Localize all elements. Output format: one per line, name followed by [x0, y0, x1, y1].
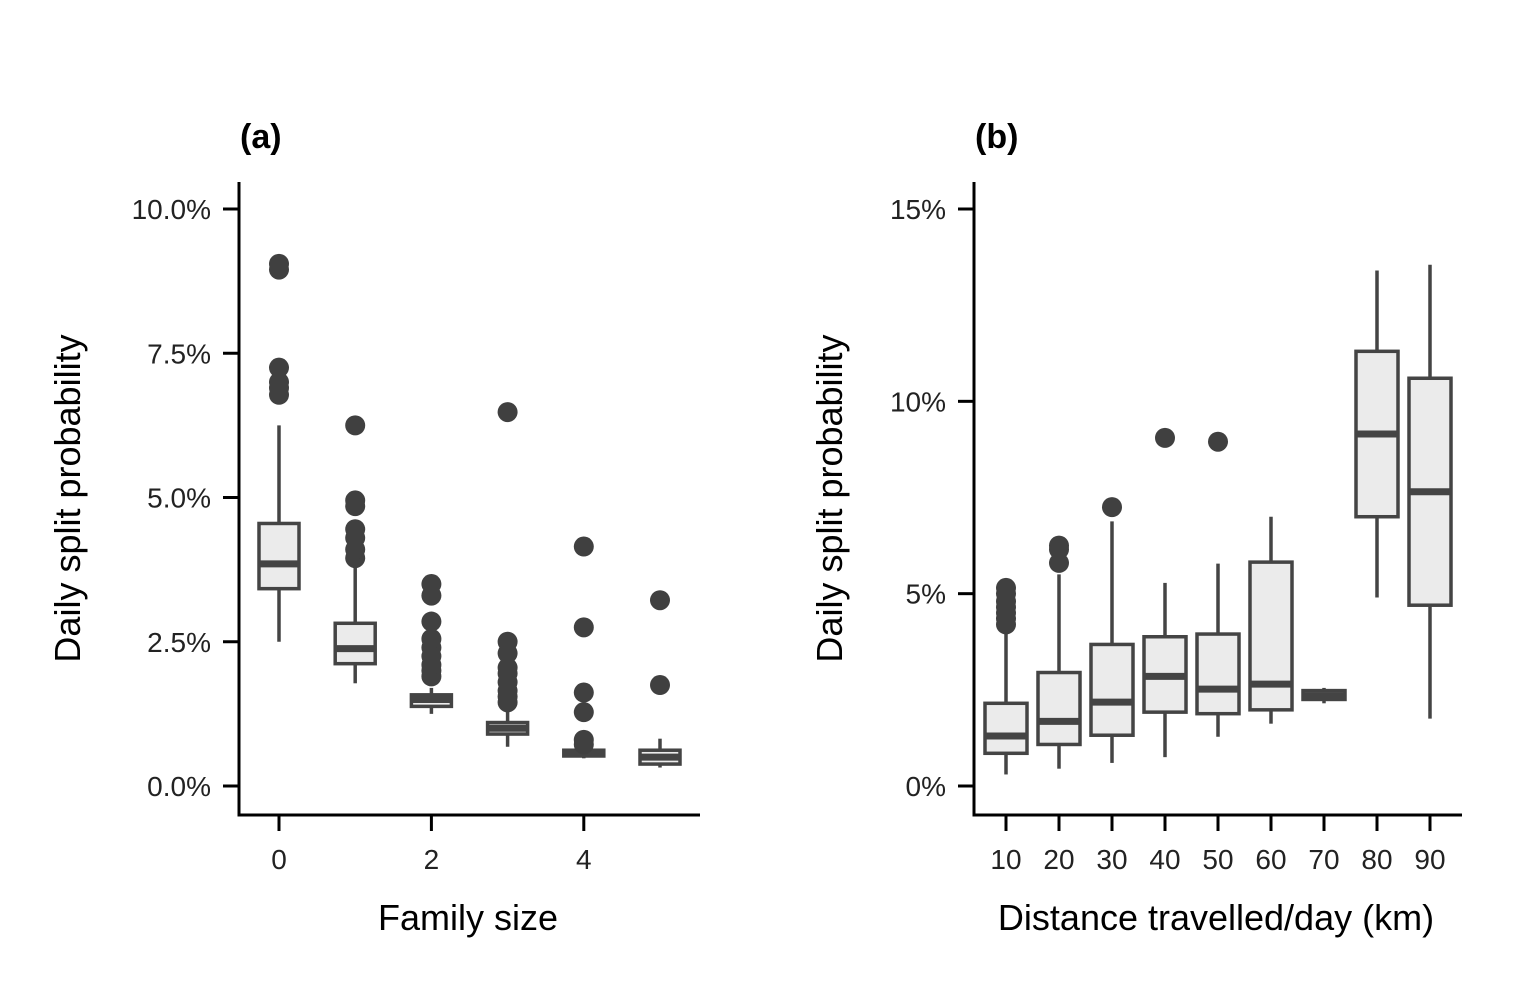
box: [1089, 642, 1135, 737]
x-tick-label: 4: [576, 844, 592, 875]
box-group: [409, 574, 454, 714]
outlier-point: [573, 536, 594, 557]
outlier-point: [421, 611, 442, 632]
outlier-point: [1049, 535, 1069, 556]
box: [333, 621, 377, 666]
box-group: [638, 590, 682, 768]
y-tick-label: 15%: [890, 194, 946, 225]
box-group: [1407, 264, 1453, 719]
box-group: [1036, 535, 1082, 769]
outlier-point: [497, 631, 518, 652]
x-tick-label: 60: [1255, 844, 1286, 875]
x-tick-label: 40: [1149, 844, 1180, 875]
outlier-point: [497, 657, 518, 678]
y-tick-label: 0%: [906, 771, 946, 802]
x-tick-label: 30: [1096, 844, 1127, 875]
box: [1195, 632, 1241, 716]
outlier-point: [345, 490, 366, 511]
x-axis-title: Family size: [378, 897, 558, 938]
outlier-point: [573, 617, 594, 638]
y-tick-label: 0.0%: [147, 771, 211, 802]
box: [1248, 560, 1294, 712]
outlier-point: [1155, 427, 1175, 448]
x-tick-label: 50: [1202, 844, 1233, 875]
outlier-point: [650, 675, 670, 696]
panel-label: (a): [240, 118, 282, 156]
y-axis-title: Daily split probability: [47, 334, 88, 662]
x-axis-title: Distance travelled/day (km): [998, 897, 1434, 938]
y-tick-label: 10.0%: [132, 194, 211, 225]
outlier-point: [573, 702, 594, 723]
box-group: [1301, 687, 1347, 704]
box: [257, 521, 301, 591]
outlier-point: [269, 253, 289, 274]
box-group: [1354, 270, 1400, 598]
outlier-point: [497, 402, 518, 423]
box: [1036, 670, 1082, 747]
outlier-point: [1208, 431, 1228, 452]
box: [983, 701, 1029, 756]
outlier-point: [269, 357, 289, 378]
box-group: [485, 402, 530, 747]
x-tick-label: 0: [271, 844, 287, 875]
outlier-point: [1102, 497, 1122, 518]
outlier-point: [996, 577, 1016, 598]
y-tick-label: 5%: [906, 579, 946, 610]
box-group: [257, 253, 301, 642]
y-axis-title: Daily split probability: [809, 334, 850, 662]
x-tick-label: 10: [990, 844, 1021, 875]
x-tick-label: 70: [1308, 844, 1339, 875]
outlier-point: [650, 590, 670, 611]
panel-b: (b) 0% 5% 10% 15% 10 20 30 40 50 60 70 80 90 Distance …: [809, 118, 1462, 938]
outlier-point: [421, 628, 442, 649]
box-group: [1248, 516, 1294, 724]
outlier-point: [345, 519, 366, 540]
x-tick-label: 20: [1043, 844, 1074, 875]
outlier-point: [573, 682, 594, 703]
box-group: [333, 415, 377, 684]
box-group: [1142, 427, 1188, 758]
outlier-point: [573, 729, 594, 750]
x-tick-label: 2: [424, 844, 440, 875]
box-group: [562, 536, 606, 759]
box-group: [983, 577, 1029, 775]
y-tick-label: 7.5%: [147, 338, 211, 369]
y-tick-label: 5.0%: [147, 483, 211, 514]
x-tick-label: 90: [1414, 844, 1445, 875]
panel-a: (a) 0.0% 2.5% 5.0% 7.5% 10.0% 0 2 4 Family size Da…: [47, 118, 700, 938]
outlier-point: [345, 415, 366, 436]
y-tick-label: 10%: [890, 386, 946, 417]
x-tick-label: 80: [1361, 844, 1392, 875]
box-group: [1195, 431, 1241, 737]
outlier-point: [269, 372, 289, 393]
outlier-point: [421, 574, 442, 595]
box-group: [1089, 497, 1135, 763]
panel-label: (b): [975, 118, 1018, 156]
y-tick-label: 2.5%: [147, 627, 211, 658]
